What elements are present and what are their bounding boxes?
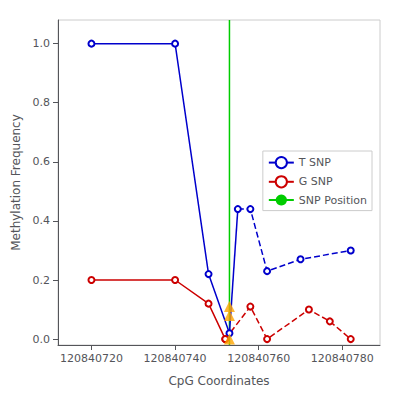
svg-text:120840720: 120840720 [60,352,123,365]
svg-text:0.0: 0.0 [33,333,51,346]
svg-text:CpG Coordinates: CpG Coordinates [168,374,269,388]
svg-text:0.8: 0.8 [33,96,51,109]
svg-text:0.2: 0.2 [33,274,51,287]
svg-text:0.4: 0.4 [33,214,51,227]
svg-text:120840760: 120840760 [227,352,290,365]
svg-text:120840740: 120840740 [144,352,207,365]
svg-text:1.0: 1.0 [33,37,51,50]
svg-text:Methylation Frequency: Methylation Frequency [9,114,23,251]
svg-text:0.6: 0.6 [33,155,51,168]
svg-text:T SNP: T SNP [298,156,331,169]
svg-text:SNP Position: SNP Position [299,194,367,207]
svg-text:G SNP: G SNP [299,175,333,188]
svg-text:120840780: 120840780 [311,352,374,365]
